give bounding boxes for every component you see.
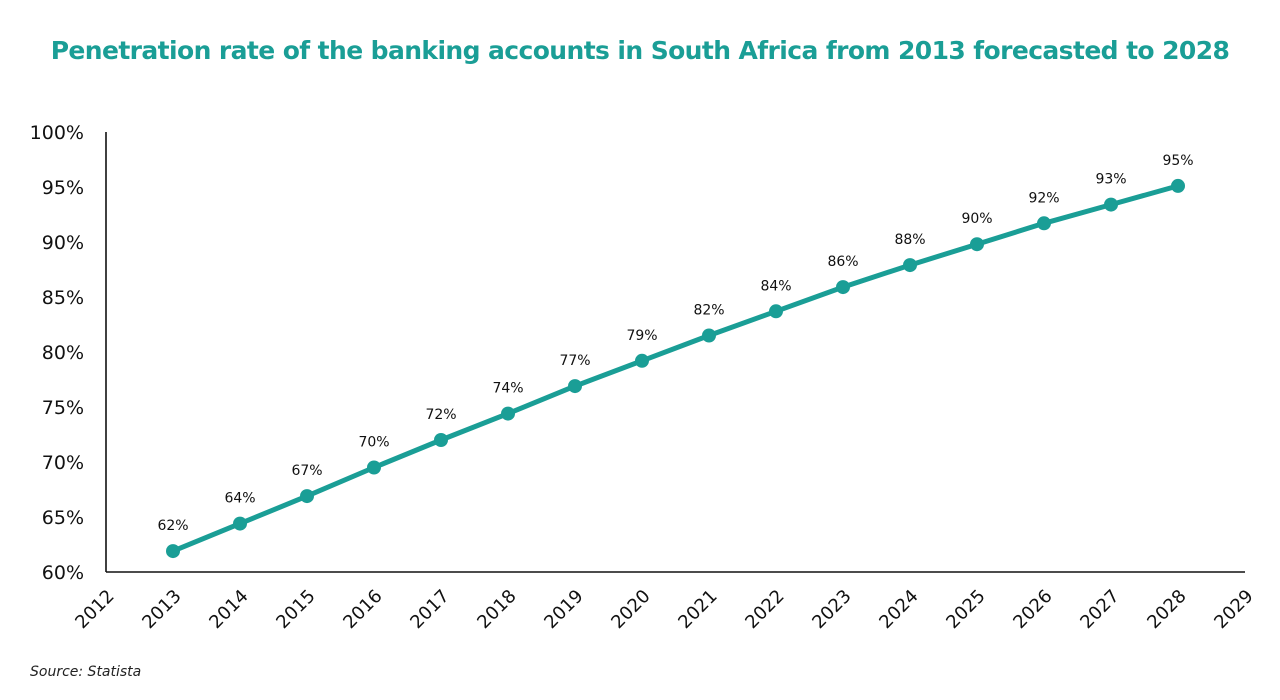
x-tick-label: 2014 bbox=[205, 586, 252, 633]
x-tick-label: 2017 bbox=[406, 586, 453, 633]
y-tick-label: 60% bbox=[42, 562, 84, 584]
data-label: 77% bbox=[559, 353, 590, 369]
series-line-path bbox=[170, 183, 1181, 554]
x-tick-labels: 2012 2013 2014 2015 2016 2017 2018 2019 2020 2021… bbox=[71, 586, 1257, 633]
x-tick-label: 2022 bbox=[741, 586, 788, 633]
data-label: 72% bbox=[425, 407, 456, 423]
x-tick-label: 2026 bbox=[1009, 586, 1056, 633]
x-tick-label: 2012 bbox=[71, 586, 118, 633]
series-line bbox=[170, 183, 1181, 554]
data-point bbox=[300, 489, 314, 504]
data-label: 92% bbox=[1028, 190, 1059, 206]
data-label: 88% bbox=[894, 232, 925, 248]
x-tick-label: 2013 bbox=[138, 586, 185, 633]
data-label: 93% bbox=[1095, 172, 1126, 188]
data-point bbox=[1104, 197, 1118, 212]
y-tick-label: 70% bbox=[42, 452, 84, 474]
data-point bbox=[501, 406, 515, 421]
data-point bbox=[166, 544, 180, 559]
x-tick-label: 2025 bbox=[942, 586, 989, 633]
data-point bbox=[903, 258, 917, 273]
x-tick-label: 2020 bbox=[607, 586, 654, 633]
y-tick-label: 95% bbox=[42, 177, 84, 199]
data-point bbox=[970, 237, 984, 252]
data-label: 95% bbox=[1162, 153, 1193, 169]
data-label: 84% bbox=[760, 278, 791, 294]
data-label: 62% bbox=[157, 518, 188, 534]
data-label: 67% bbox=[291, 463, 322, 479]
data-label: 90% bbox=[961, 211, 992, 227]
data-label: 79% bbox=[626, 328, 657, 344]
y-tick-label: 85% bbox=[42, 287, 84, 309]
data-point bbox=[702, 328, 716, 343]
data-point bbox=[434, 433, 448, 447]
data-label: 82% bbox=[693, 303, 724, 319]
x-tick-label: 2028 bbox=[1143, 586, 1190, 633]
data-point bbox=[769, 304, 783, 319]
y-tick-label: 100% bbox=[30, 122, 84, 144]
data-point bbox=[367, 460, 381, 475]
data-point bbox=[836, 280, 850, 295]
data-point bbox=[568, 379, 582, 394]
y-tick-label: 80% bbox=[42, 342, 84, 364]
data-point bbox=[233, 516, 247, 531]
data-label: 74% bbox=[492, 381, 523, 397]
x-tick-label: 2019 bbox=[540, 586, 587, 633]
data-label: 70% bbox=[358, 435, 389, 451]
y-tick-label: 75% bbox=[42, 397, 84, 419]
x-tick-label: 2015 bbox=[272, 586, 319, 633]
data-point bbox=[1171, 178, 1185, 193]
x-tick-label: 2018 bbox=[473, 586, 520, 633]
y-tick-labels: 60% 65% 70% 75% 80% 85% 90% 95% 100% bbox=[30, 122, 84, 584]
data-label: 86% bbox=[827, 254, 858, 270]
chart-title: Penetration rate of the banking accounts… bbox=[50, 36, 1230, 65]
y-tick-label: 90% bbox=[42, 232, 84, 254]
y-tick-label: 65% bbox=[42, 507, 84, 529]
data-points bbox=[166, 178, 1185, 559]
source-note: Source: Statista bbox=[30, 664, 142, 680]
x-tick-label: 2027 bbox=[1076, 586, 1123, 633]
data-labels: 62% 64% 67% 70% 72% 74% 77% 79% 82% 84% 86% 88% 90% 9… bbox=[157, 153, 1193, 534]
x-tick-label: 2023 bbox=[808, 586, 855, 633]
x-tick-label: 2021 bbox=[674, 586, 721, 633]
data-label: 64% bbox=[224, 491, 255, 507]
axes bbox=[105, 132, 1245, 573]
x-tick-label: 2024 bbox=[875, 586, 922, 633]
data-point bbox=[1037, 216, 1051, 231]
x-tick-label: 2029 bbox=[1210, 586, 1257, 633]
data-point bbox=[635, 353, 649, 368]
x-tick-label: 2016 bbox=[339, 586, 386, 633]
